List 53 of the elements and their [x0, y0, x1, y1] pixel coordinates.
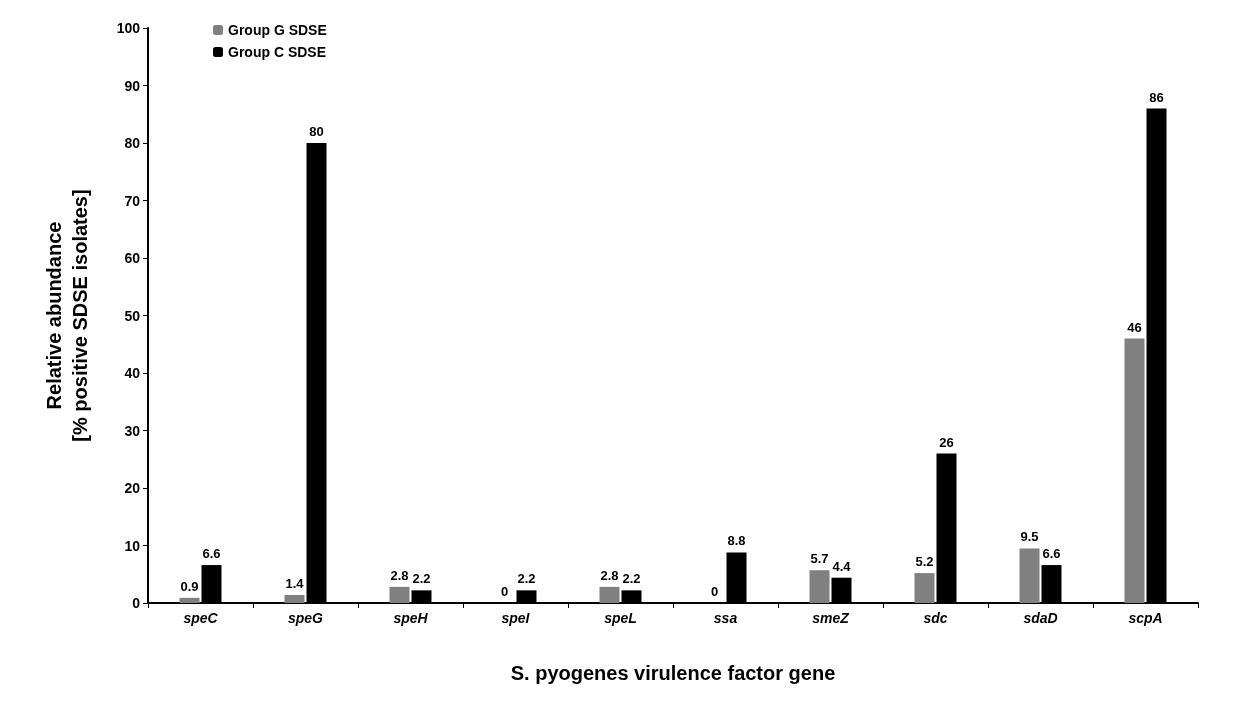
x-tick-label: speI	[501, 610, 531, 626]
y-tick-label: 20	[124, 480, 141, 496]
y-tick-label: 60	[124, 250, 141, 266]
bar	[1019, 548, 1040, 603]
y-tick-label: 100	[116, 20, 141, 36]
bar	[284, 594, 305, 603]
y-tick-label: 50	[124, 307, 141, 324]
legend-label: Group C SDSE	[228, 44, 327, 60]
y-tick-label: 80	[124, 135, 141, 151]
bar	[179, 597, 200, 603]
x-tick-label: scpA	[1128, 610, 1163, 626]
y-tick-label: 90	[124, 77, 141, 94]
data-label: 1.4	[285, 575, 305, 591]
bar	[1124, 338, 1145, 603]
y-tick-label: 30	[124, 422, 141, 439]
data-label: 6.6	[202, 546, 221, 562]
bar	[914, 573, 935, 603]
bar	[599, 586, 620, 603]
data-label: 2.2	[517, 571, 536, 587]
x-tick-label: speG	[287, 610, 324, 626]
data-label: 0.9	[180, 578, 199, 594]
x-axis-title: S. pyogenes virulence factor gene	[510, 662, 836, 684]
x-tick-label: smeZ	[812, 610, 850, 626]
data-label: 80	[309, 124, 324, 139]
data-label: 2.8	[390, 567, 409, 583]
data-label: 2.8	[600, 567, 619, 583]
legend-label: Group G SDSE	[228, 22, 327, 38]
data-label: 8.8	[727, 533, 746, 549]
data-label: 46	[1127, 319, 1142, 335]
data-label: 4.4	[832, 558, 852, 574]
data-label: 5.7	[810, 551, 829, 567]
bar	[389, 586, 410, 603]
bar	[809, 570, 830, 603]
data-label: 2.2	[412, 571, 431, 587]
y-tick-label: 40	[124, 365, 141, 381]
y-axis-title: Relative abundance [% positive SDSE isolates]	[43, 189, 91, 442]
x-tick-label: speH	[393, 610, 429, 626]
x-tick-label: sdc	[923, 610, 948, 626]
x-tick-label: speC	[183, 610, 219, 626]
data-label: 5.2	[915, 554, 934, 570]
data-label: 2.2	[622, 571, 641, 587]
y-tick-label: 70	[124, 192, 141, 209]
y-tick-label: 10	[124, 537, 141, 554]
data-label: 6.6	[1042, 546, 1061, 562]
x-tick-label: sdaD	[1023, 610, 1058, 626]
data-label: 0	[500, 584, 509, 599]
data-label: 86	[1149, 89, 1164, 105]
x-tick-label: speL	[604, 610, 637, 626]
data-label: 9.5	[1020, 529, 1039, 545]
data-label: 26	[939, 434, 954, 450]
data-label: 0	[710, 584, 719, 599]
y-tick-label: 0	[132, 595, 141, 611]
x-tick-label: ssa	[713, 610, 738, 626]
